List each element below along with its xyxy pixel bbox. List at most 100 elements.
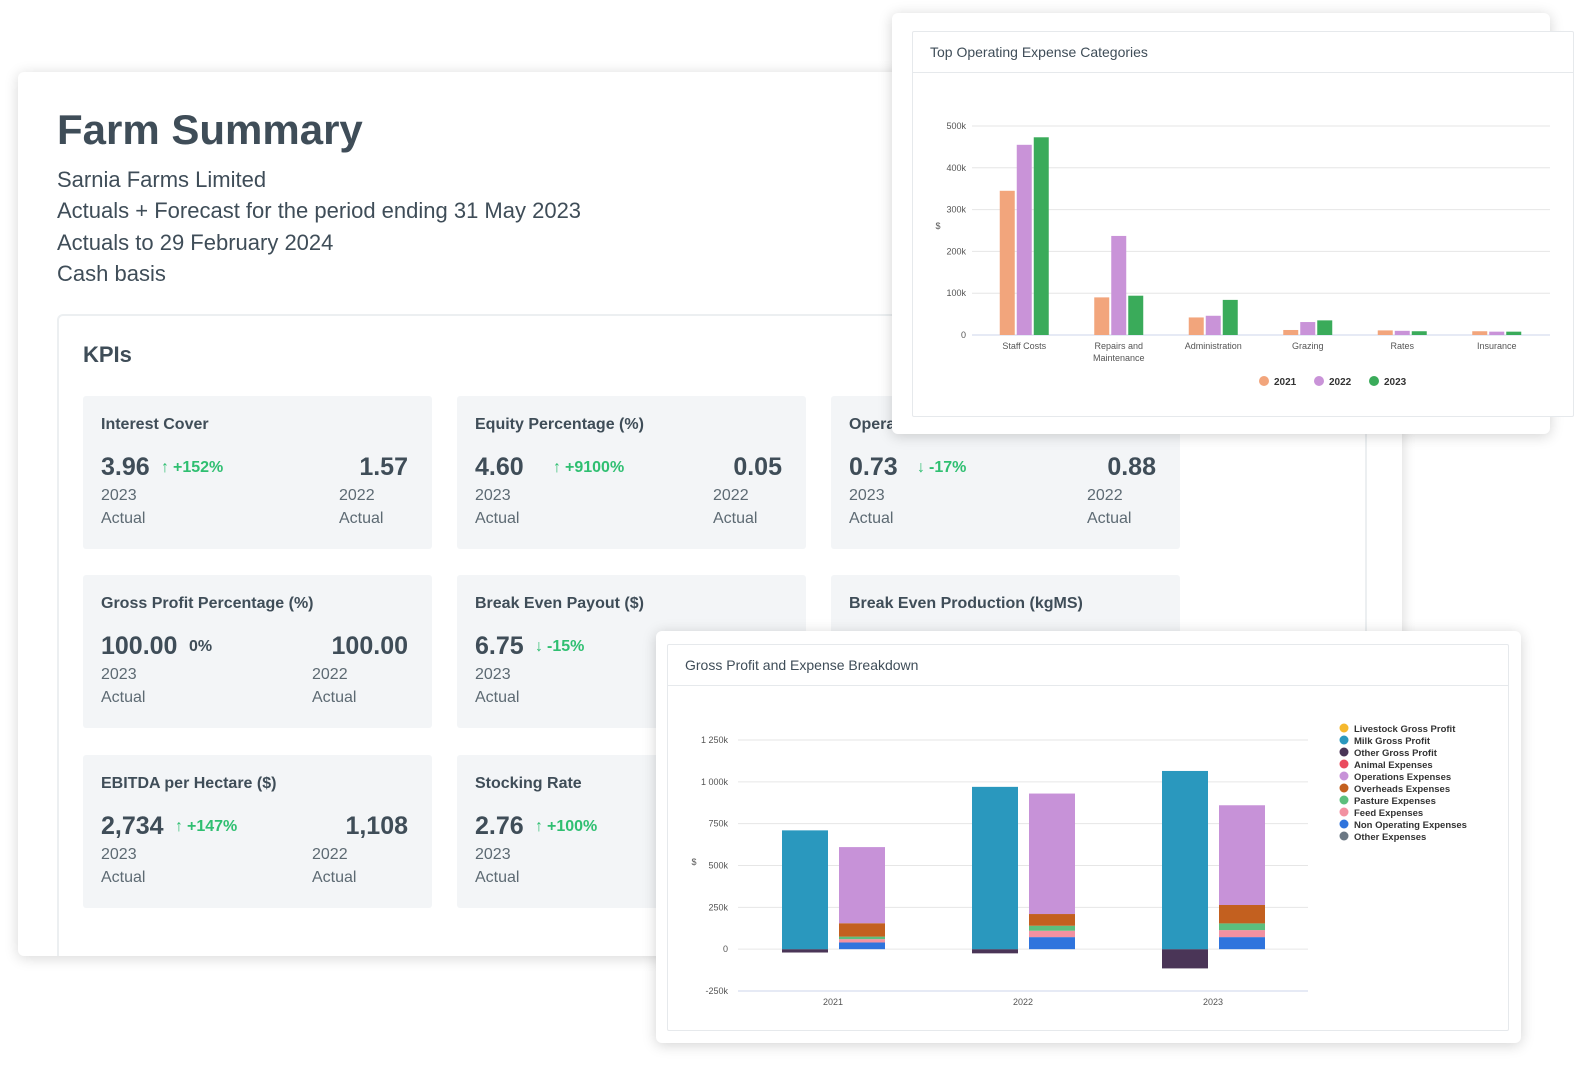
kpi-title: Equity Percentage (%) — [475, 416, 644, 433]
kpi-title: Break Even Production (kgMS) — [849, 595, 1083, 612]
y-tick-label: 500k — [708, 861, 728, 871]
legend-label: Overheads Expenses — [1354, 784, 1450, 795]
kpi-prev-value: 0.05 — [733, 453, 782, 481]
bar — [999, 190, 1015, 335]
arrow-up-icon: ↑ — [161, 459, 169, 476]
arrow-down-icon: ↓ — [535, 638, 543, 655]
kpi-kind: Actual — [849, 510, 894, 527]
kpi-kind: Actual — [101, 510, 146, 527]
bar — [1394, 330, 1410, 335]
actuals-line: Actuals to 29 February 2024 — [57, 230, 334, 255]
kpi-change: ↑ +152% — [161, 459, 223, 477]
legend-label: Animal Expenses — [1354, 760, 1433, 771]
legend-marker — [1259, 376, 1269, 386]
kpi-year: 2023 — [101, 666, 137, 683]
y-tick-label: -250k — [705, 986, 728, 996]
kpi-tile: EBITDA per Hectare ($) 2,734 ↑ +147% 2023 Act… — [83, 755, 432, 908]
kpi-prev-value: 1,108 — [345, 812, 408, 840]
y-tick-label: 0 — [961, 330, 966, 340]
stack-segment — [1029, 937, 1075, 950]
stack-segment — [839, 936, 885, 940]
stack-segment — [1029, 930, 1075, 938]
y-axis-label: $ — [935, 221, 940, 231]
kpi-kind: Actual — [475, 510, 520, 527]
stack-segment — [1219, 930, 1265, 938]
x-tick-label: 2023 — [1203, 997, 1223, 1007]
kpi-title: Opera — [849, 416, 896, 433]
kpi-prev-value: 100.00 — [331, 632, 408, 660]
legend-marker — [1369, 376, 1379, 386]
bar — [1411, 331, 1427, 335]
stack-segment — [782, 830, 828, 950]
stack-segment — [1029, 793, 1075, 915]
y-tick-label: 1 250k — [701, 735, 729, 745]
stack-segment — [839, 923, 885, 937]
kpi-change-value: 0% — [189, 638, 213, 655]
kpi-change-value: +147% — [187, 818, 238, 835]
kpi-tile: Gross Profit Percentage (%) 100.00 0% 2023 A… — [83, 575, 432, 728]
stack-segment — [1219, 923, 1265, 931]
kpi-title: Interest Cover — [101, 416, 209, 433]
arrow-up-icon: ↑ — [175, 818, 183, 835]
bar — [1016, 144, 1032, 335]
x-tick-label: Maintenance — [1093, 353, 1145, 363]
kpi-prev-year: 2022 — [339, 487, 375, 504]
legend-marker — [1339, 771, 1349, 781]
kpi-change: ↓ -17% — [917, 459, 966, 477]
kpi-title: EBITDA per Hectare ($) — [101, 775, 277, 792]
legend-marker — [1339, 735, 1349, 745]
legend-marker — [1339, 723, 1349, 733]
x-tick-label: Rates — [1390, 341, 1414, 351]
kpi-title: Stocking Rate — [475, 775, 582, 792]
breakdown-chart-card: Gross Profit and Expense Breakdown -250k… — [656, 631, 1521, 1043]
legend-label: Pasture Expenses — [1354, 796, 1436, 807]
kpi-year: 2023 — [475, 487, 511, 504]
kpi-change: ↓ -15% — [535, 638, 584, 656]
legend-marker — [1339, 759, 1349, 769]
legend-label: 2023 — [1384, 377, 1407, 388]
kpi-value: 100.00 — [101, 632, 178, 660]
legend-marker — [1339, 795, 1349, 805]
company-name: Sarnia Farms Limited — [57, 167, 267, 192]
bar — [1300, 322, 1316, 335]
legend-label: 2021 — [1274, 377, 1297, 388]
x-tick-label: 2021 — [823, 997, 843, 1007]
y-tick-label: 200k — [946, 246, 966, 256]
y-tick-label: 400k — [946, 163, 966, 173]
stack-segment — [839, 847, 885, 924]
breakdown-chart-title: Gross Profit and Expense Breakdown — [685, 657, 919, 673]
kpi-year: 2023 — [475, 666, 511, 683]
bar — [1489, 331, 1505, 335]
kpi-tile: Interest Cover 3.96 ↑ +152% 2023 Actual 1.57 20… — [83, 396, 432, 549]
legend-marker — [1339, 819, 1349, 829]
expense-chart-title: Top Operating Expense Categories — [930, 44, 1148, 60]
legend-label: Other Expenses — [1354, 832, 1426, 843]
kpi-prev-kind: Actual — [339, 510, 384, 527]
kpi-value: 3.96 — [101, 453, 150, 481]
kpi-value: 2,734 — [101, 812, 164, 840]
kpi-prev-value: 0.88 — [1107, 453, 1156, 481]
legend-marker — [1339, 747, 1349, 757]
stack-segment — [1219, 937, 1265, 950]
kpi-kind: Actual — [101, 689, 146, 706]
y-tick-label: 750k — [708, 819, 728, 829]
kpi-prev-year: 2022 — [312, 846, 348, 863]
kpi-tile: Equity Percentage (%) 4.60 ↑ +9100% 2023 Actu… — [457, 396, 806, 549]
kpi-change-value: +9100% — [565, 459, 625, 476]
kpi-prev-year: 2022 — [713, 487, 749, 504]
kpi-change-value: +100% — [547, 818, 598, 835]
kpi-value: 4.60 — [475, 453, 524, 481]
bar — [1472, 331, 1488, 335]
y-tick-label: 100k — [946, 288, 966, 298]
period-line: Actuals + Forecast for the period ending… — [57, 198, 582, 223]
y-tick-label: 500k — [946, 121, 966, 131]
kpi-value: 6.75 — [475, 632, 524, 660]
legend-label: Operations Expenses — [1354, 772, 1451, 783]
kpi-kind: Actual — [475, 869, 520, 886]
legend-label: Livestock Gross Profit — [1354, 724, 1456, 735]
legend-label: Other Gross Profit — [1354, 748, 1438, 759]
y-tick-label: 1 000k — [701, 777, 729, 787]
expense-chart: 0 100k 200k 300k 400k 500k $ Staff Costs Repairs… — [935, 121, 1550, 388]
kpi-value: 2.76 — [475, 812, 524, 840]
bar — [1506, 331, 1522, 335]
